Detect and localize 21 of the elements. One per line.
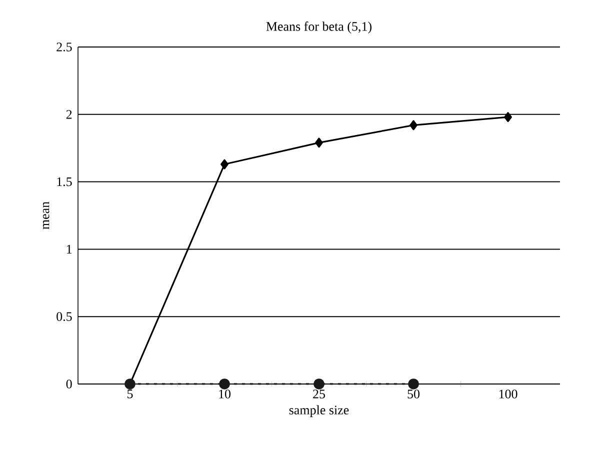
y-tick-label: 2 xyxy=(66,110,72,119)
y-tick-label: 2.5 xyxy=(56,42,72,52)
y-tick-label: 1.5 xyxy=(57,177,72,186)
point xyxy=(410,120,418,130)
point xyxy=(314,378,324,390)
x-tick-label: 25 xyxy=(313,390,325,398)
point xyxy=(220,159,228,170)
y-axis-title: mean xyxy=(42,202,50,230)
x-tick-label: 5 xyxy=(127,390,133,398)
x-axis-title: sample size xyxy=(289,405,349,418)
y-tick-label: 1 xyxy=(66,244,72,254)
x-tick-label: 50 xyxy=(408,390,420,398)
x-tick-label: 100 xyxy=(499,390,518,398)
point xyxy=(504,112,512,122)
x-tick-label: 10 xyxy=(219,390,230,398)
point xyxy=(315,138,323,148)
y-tick-label: 0 xyxy=(66,380,72,388)
y-tick-label: 0.5 xyxy=(56,312,72,322)
chart-title: Means for beta (5,1) xyxy=(266,22,372,34)
point xyxy=(219,378,230,390)
point xyxy=(408,378,419,390)
